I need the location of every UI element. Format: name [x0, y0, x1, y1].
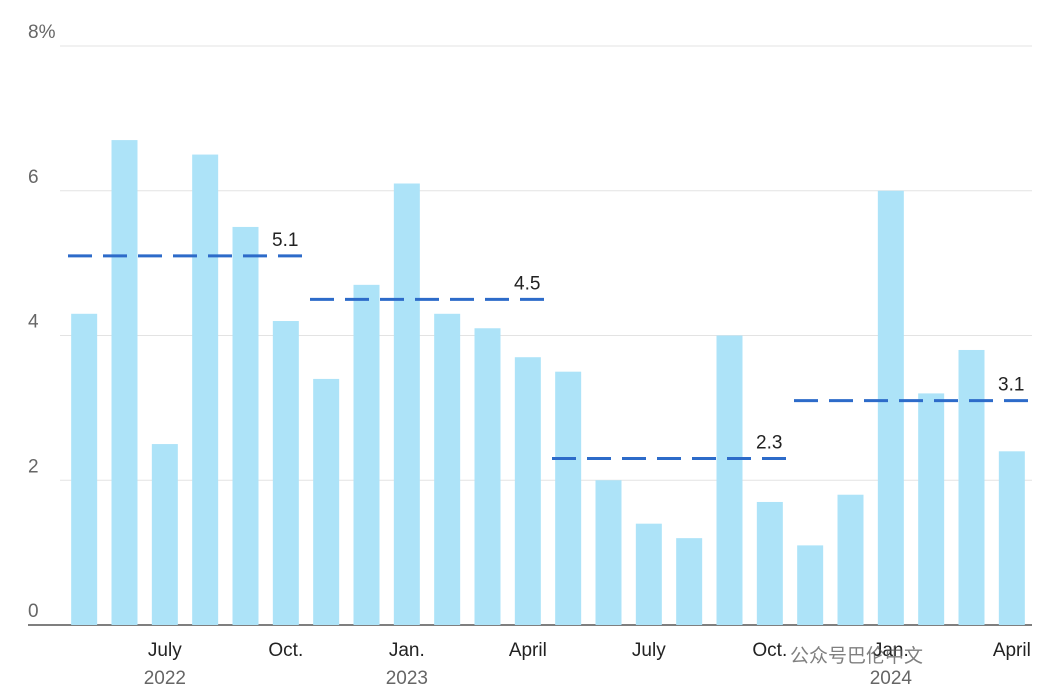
x-tick-label: April	[509, 640, 547, 661]
y-tick-label: 6	[28, 167, 39, 188]
bar	[635, 523, 662, 625]
x-tick-label: April	[993, 640, 1031, 661]
bar	[272, 321, 299, 625]
bar	[837, 494, 864, 625]
x-tick-label: Oct.	[268, 640, 303, 661]
x-tick-label: July	[632, 640, 666, 661]
bar	[514, 357, 541, 625]
x-year-label: 2023	[386, 668, 428, 689]
bar	[434, 313, 461, 625]
average-label: 2.3	[756, 433, 782, 454]
average-label: 5.1	[272, 230, 298, 251]
bar	[353, 284, 380, 625]
x-tick-label: Jan.	[389, 640, 425, 661]
bar	[393, 183, 420, 625]
bar	[958, 349, 985, 625]
x-year-label: 2022	[144, 668, 186, 689]
bar	[797, 545, 824, 625]
bar	[474, 328, 501, 625]
y-tick-label: 2	[28, 456, 39, 477]
bar	[71, 313, 98, 625]
bar	[232, 226, 259, 625]
y-tick-label: 8%	[28, 22, 56, 43]
bar	[111, 140, 138, 625]
bar	[756, 501, 783, 625]
bar	[716, 335, 743, 625]
watermark: 公众号巴伦中文	[790, 645, 923, 667]
average-label: 3.1	[998, 375, 1024, 396]
bar	[151, 444, 178, 625]
x-tick-label: July	[148, 640, 182, 661]
y-tick-label: 4	[28, 312, 39, 333]
y-tick-label: 0	[28, 601, 39, 622]
x-tick-label: Oct.	[752, 640, 787, 661]
bar	[313, 378, 340, 625]
x-year-label: 2024	[870, 668, 913, 689]
bar	[192, 154, 219, 625]
average-label: 4.5	[514, 273, 540, 294]
bar	[555, 371, 582, 625]
x-tick-label: Jan.	[873, 640, 909, 661]
bar	[918, 393, 945, 625]
bar	[676, 538, 703, 625]
bar	[595, 480, 622, 625]
bar	[998, 451, 1025, 625]
bar	[877, 190, 904, 625]
